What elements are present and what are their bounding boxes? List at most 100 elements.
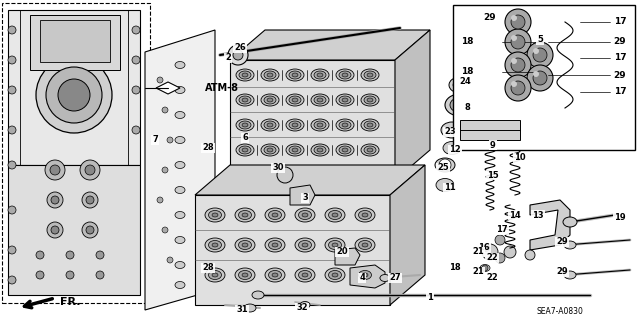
Ellipse shape xyxy=(453,80,467,90)
Circle shape xyxy=(82,192,98,208)
Circle shape xyxy=(167,137,173,143)
Ellipse shape xyxy=(317,123,323,127)
Ellipse shape xyxy=(367,73,373,77)
Ellipse shape xyxy=(212,273,218,277)
Ellipse shape xyxy=(244,304,256,312)
Ellipse shape xyxy=(564,241,576,249)
Ellipse shape xyxy=(236,144,254,156)
Ellipse shape xyxy=(175,62,185,69)
Bar xyxy=(40,20,110,62)
Ellipse shape xyxy=(242,123,248,127)
Ellipse shape xyxy=(298,211,312,219)
Ellipse shape xyxy=(272,213,278,217)
Ellipse shape xyxy=(239,121,251,129)
Ellipse shape xyxy=(355,268,375,282)
Circle shape xyxy=(162,167,168,173)
Text: 30: 30 xyxy=(272,164,284,173)
Circle shape xyxy=(505,75,531,101)
Ellipse shape xyxy=(264,71,276,79)
Ellipse shape xyxy=(269,271,282,279)
Ellipse shape xyxy=(480,264,490,271)
Circle shape xyxy=(533,71,547,85)
Circle shape xyxy=(8,276,16,284)
Text: 15: 15 xyxy=(487,170,499,180)
Text: 23: 23 xyxy=(444,128,456,137)
Ellipse shape xyxy=(261,69,279,81)
Ellipse shape xyxy=(311,119,329,131)
Text: 10: 10 xyxy=(514,153,526,162)
Ellipse shape xyxy=(311,94,329,106)
Text: 17: 17 xyxy=(614,54,627,63)
Circle shape xyxy=(505,52,531,78)
Circle shape xyxy=(162,227,168,233)
Polygon shape xyxy=(290,185,315,205)
Circle shape xyxy=(96,251,104,259)
Ellipse shape xyxy=(361,119,379,131)
Ellipse shape xyxy=(302,213,308,217)
Ellipse shape xyxy=(175,236,185,243)
Text: 12: 12 xyxy=(449,145,461,154)
Ellipse shape xyxy=(450,98,470,113)
Circle shape xyxy=(36,271,44,279)
Ellipse shape xyxy=(295,268,315,282)
Ellipse shape xyxy=(361,94,379,106)
Ellipse shape xyxy=(361,144,379,156)
Circle shape xyxy=(50,165,60,175)
Ellipse shape xyxy=(209,211,221,219)
Text: 8: 8 xyxy=(464,103,470,113)
Ellipse shape xyxy=(380,275,390,281)
Ellipse shape xyxy=(242,73,248,77)
Ellipse shape xyxy=(358,241,371,249)
Text: 31: 31 xyxy=(236,306,248,315)
Circle shape xyxy=(505,9,531,35)
Text: 5: 5 xyxy=(537,35,543,44)
Ellipse shape xyxy=(336,119,354,131)
Circle shape xyxy=(511,81,517,87)
Text: 27: 27 xyxy=(389,273,401,283)
Circle shape xyxy=(277,167,293,183)
Text: 2: 2 xyxy=(225,54,231,63)
Ellipse shape xyxy=(311,69,329,81)
Text: 7: 7 xyxy=(152,136,158,145)
Circle shape xyxy=(505,29,531,55)
Circle shape xyxy=(511,35,525,49)
Text: 25: 25 xyxy=(437,164,449,173)
Text: 29: 29 xyxy=(614,70,627,79)
Ellipse shape xyxy=(212,213,218,217)
Text: 3: 3 xyxy=(302,194,308,203)
Circle shape xyxy=(85,165,95,175)
Polygon shape xyxy=(8,10,140,165)
Ellipse shape xyxy=(205,208,225,222)
Text: 6: 6 xyxy=(242,133,248,143)
Circle shape xyxy=(511,58,525,72)
Circle shape xyxy=(482,265,488,271)
Circle shape xyxy=(527,65,553,91)
Ellipse shape xyxy=(339,146,351,154)
Ellipse shape xyxy=(295,208,315,222)
Circle shape xyxy=(8,56,16,64)
Text: 4: 4 xyxy=(359,273,365,283)
Ellipse shape xyxy=(362,243,368,247)
Ellipse shape xyxy=(367,123,373,127)
Ellipse shape xyxy=(267,123,273,127)
Ellipse shape xyxy=(364,146,376,154)
Ellipse shape xyxy=(239,96,251,104)
Text: 28: 28 xyxy=(202,144,214,152)
Ellipse shape xyxy=(342,148,348,152)
Circle shape xyxy=(525,250,535,260)
Ellipse shape xyxy=(317,73,323,77)
Circle shape xyxy=(533,48,539,54)
Ellipse shape xyxy=(209,241,221,249)
Ellipse shape xyxy=(265,208,285,222)
Ellipse shape xyxy=(339,121,351,129)
Circle shape xyxy=(533,71,539,77)
Ellipse shape xyxy=(364,71,376,79)
Ellipse shape xyxy=(239,271,252,279)
Ellipse shape xyxy=(480,244,490,251)
Circle shape xyxy=(86,196,94,204)
Circle shape xyxy=(51,196,59,204)
Ellipse shape xyxy=(325,208,345,222)
Ellipse shape xyxy=(235,238,255,252)
Ellipse shape xyxy=(205,268,225,282)
Polygon shape xyxy=(156,82,180,94)
